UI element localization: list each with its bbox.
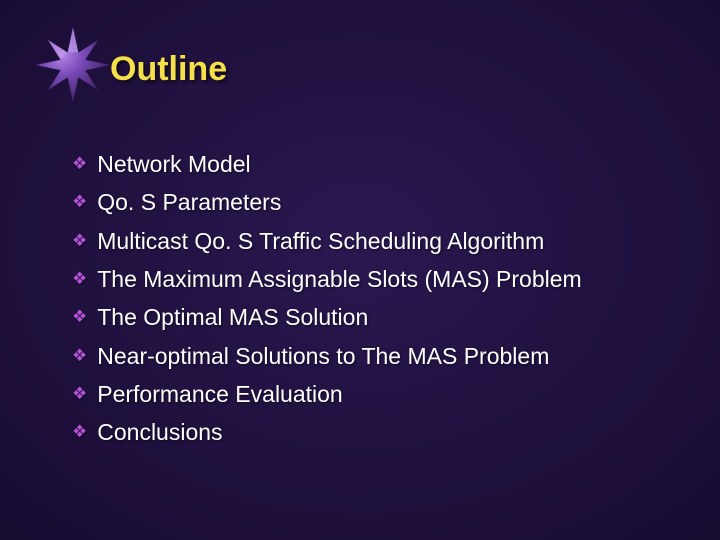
list-item: ❖ Near-optimal Solutions to The MAS Prob… — [72, 340, 690, 373]
diamond-bullet-icon: ❖ — [72, 229, 87, 254]
diamond-bullet-icon: ❖ — [72, 305, 87, 330]
diamond-bullet-icon: ❖ — [72, 267, 87, 292]
list-item: ❖ The Optimal MAS Solution — [72, 301, 690, 334]
list-item-text: Qo. S Parameters — [97, 186, 281, 219]
list-item: ❖ Conclusions — [72, 416, 690, 449]
list-item: ❖ Qo. S Parameters — [72, 186, 690, 219]
starburst-icon — [28, 20, 118, 110]
diamond-bullet-icon: ❖ — [72, 190, 87, 215]
list-item-text: The Optimal MAS Solution — [97, 301, 368, 334]
list-item: ❖ Network Model — [72, 148, 690, 181]
list-item: ❖ Performance Evaluation — [72, 378, 690, 411]
list-item-text: Near-optimal Solutions to The MAS Proble… — [97, 340, 549, 373]
list-item: ❖ The Maximum Assignable Slots (MAS) Pro… — [72, 263, 690, 296]
list-item: ❖ Multicast Qo. S Traffic Scheduling Alg… — [72, 225, 690, 258]
slide-title: Outline — [110, 50, 227, 89]
outline-list: ❖ Network Model ❖ Qo. S Parameters ❖ Mul… — [72, 148, 690, 455]
list-item-text: Conclusions — [97, 416, 222, 449]
diamond-bullet-icon: ❖ — [72, 344, 87, 369]
list-item-text: Performance Evaluation — [97, 378, 342, 411]
diamond-bullet-icon: ❖ — [72, 382, 87, 407]
list-item-text: Multicast Qo. S Traffic Scheduling Algor… — [97, 225, 544, 258]
diamond-bullet-icon: ❖ — [72, 420, 87, 445]
list-item-text: The Maximum Assignable Slots (MAS) Probl… — [97, 263, 581, 296]
list-item-text: Network Model — [97, 148, 250, 181]
diamond-bullet-icon: ❖ — [72, 152, 87, 177]
